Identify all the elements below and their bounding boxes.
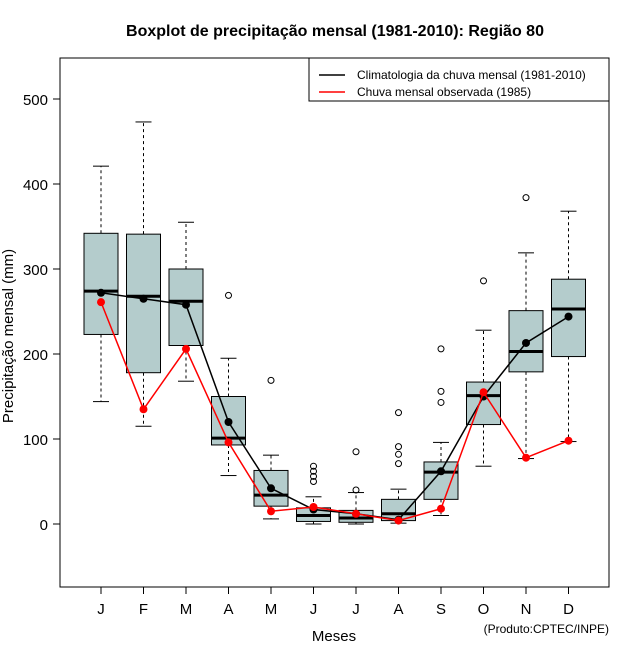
series-climatology xyxy=(97,288,573,524)
series-point xyxy=(352,509,360,518)
y-tick-label: 500 xyxy=(23,92,48,109)
outlier-point xyxy=(395,409,402,417)
series-line xyxy=(100,301,569,522)
x-tick-label: D xyxy=(563,601,574,618)
series-line xyxy=(100,292,569,521)
x-tick-label: N xyxy=(521,601,532,618)
box-A xyxy=(211,291,246,477)
outlier-point xyxy=(395,460,402,468)
x-tick-label: S xyxy=(436,601,446,618)
series-point xyxy=(97,298,105,307)
x-tick-label: M xyxy=(180,601,193,618)
series-point xyxy=(224,438,233,447)
outlier-point xyxy=(310,478,317,485)
series-point xyxy=(182,344,190,353)
legend-box xyxy=(308,57,610,102)
series-point xyxy=(309,503,318,511)
x-tick-label: J xyxy=(97,601,105,618)
x-tick-label: A xyxy=(393,601,403,618)
series-point xyxy=(564,436,573,445)
series-point xyxy=(522,338,530,347)
y-tick-label: 100 xyxy=(23,432,48,449)
series-observed xyxy=(97,298,573,525)
y-tick-label: 200 xyxy=(23,347,48,364)
outlier-point xyxy=(225,291,232,299)
series-point xyxy=(224,418,233,426)
outlier-point xyxy=(522,194,530,202)
box-J xyxy=(296,462,331,525)
outlier-point xyxy=(395,443,402,451)
x-axis-label: Meses xyxy=(312,628,356,645)
series-point xyxy=(97,288,105,297)
series-point xyxy=(437,504,445,513)
series-point xyxy=(437,467,445,476)
y-tick-label: 400 xyxy=(23,177,48,194)
box-D xyxy=(551,210,586,443)
x-tick-label: M xyxy=(265,601,278,618)
box-O xyxy=(466,277,501,467)
outlier-point xyxy=(480,277,487,285)
box-A xyxy=(381,409,416,524)
series-point xyxy=(522,453,530,462)
y-tick-label: 0 xyxy=(40,517,48,534)
series-point xyxy=(479,388,488,397)
outlier-point xyxy=(352,448,360,456)
plot-area: 0 100 200 300 400 500 J F M A M J J A S O N D xyxy=(23,57,610,618)
box-iqr xyxy=(83,232,119,335)
series-point xyxy=(564,312,573,321)
series-point xyxy=(139,405,148,414)
box-M xyxy=(253,376,289,520)
legend-label: Climatologia da chuva mensal (1981-2010) xyxy=(357,68,586,82)
outlier-point xyxy=(437,398,445,406)
box-J xyxy=(83,165,119,403)
outlier-point xyxy=(352,486,360,494)
outlier-point xyxy=(267,376,275,384)
x-tick-label: A xyxy=(223,601,233,618)
x-tick-label: J xyxy=(310,601,318,618)
outlier-point xyxy=(437,387,445,395)
outlier-point xyxy=(395,450,402,458)
outlier-point xyxy=(310,472,317,480)
y-tick-label: 300 xyxy=(23,262,48,279)
box-N xyxy=(508,194,544,460)
series-point xyxy=(182,300,190,309)
legend-label: Chuva mensal observada (1985) xyxy=(357,85,531,99)
x-tick-label: O xyxy=(478,601,490,618)
outlier-point xyxy=(310,462,317,470)
x-tick-label: F xyxy=(139,601,148,618)
legend: Climatologia da chuva mensal (1981-2010)… xyxy=(308,57,610,102)
y-axis-label: Precipitação mensal (mm) xyxy=(0,249,17,423)
box-iqr xyxy=(126,233,161,374)
series-point xyxy=(139,294,148,303)
outlier-point xyxy=(310,467,317,475)
x-tick-label: J xyxy=(352,601,360,618)
series-point xyxy=(267,484,275,493)
chart-title: Boxplot de precipitação mensal (1981-201… xyxy=(126,23,544,40)
product-credit: (Produto:CPTEC/INPE) xyxy=(484,622,609,636)
series-point xyxy=(394,516,403,525)
series-point xyxy=(267,507,275,516)
outlier-point xyxy=(437,345,445,353)
box-F xyxy=(126,121,161,427)
box-S xyxy=(423,345,459,516)
